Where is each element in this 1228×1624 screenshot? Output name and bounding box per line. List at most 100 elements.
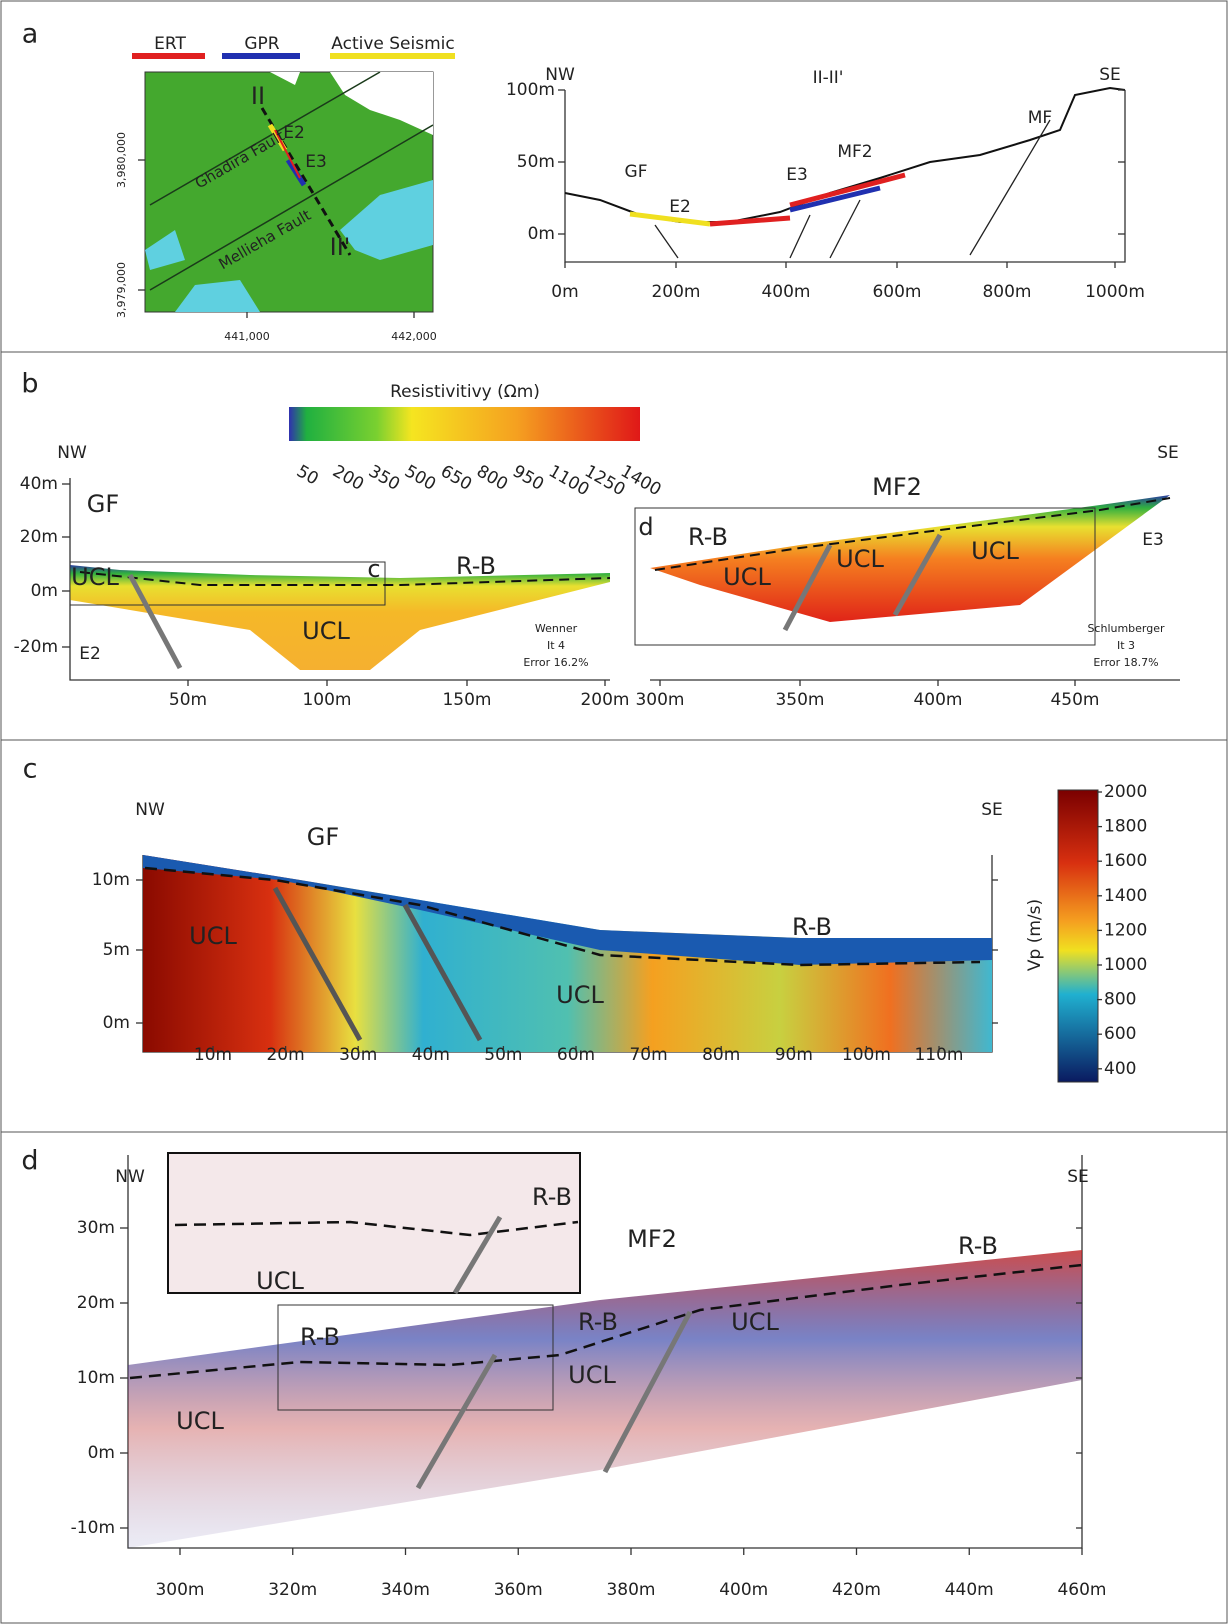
survey-line <box>629 211 711 227</box>
legend-label: ERT <box>154 34 186 54</box>
panel-label: b <box>21 369 38 400</box>
feature-label: E3 <box>786 165 808 185</box>
x-tick-label: 340m <box>381 1580 430 1600</box>
direction: NW <box>57 443 87 463</box>
feature-label: UCL <box>971 537 1019 565</box>
x-tick-label: 150m <box>442 690 491 710</box>
colorbar-tick: 400 <box>1104 1059 1136 1079</box>
x-tick-label: 300m <box>155 1580 204 1600</box>
y-tick-label: 10m <box>92 870 130 890</box>
feature-label: UCL <box>71 563 119 591</box>
x-tick-label: 10m <box>194 1045 232 1065</box>
y-tick-label: 5m <box>103 940 130 960</box>
x-tick-label: 450m <box>1050 690 1099 710</box>
y-tick-label: 20m <box>20 527 58 547</box>
axis <box>69 478 610 681</box>
x-tick-label: 400m <box>761 282 810 302</box>
x-tick-label: 460m <box>1057 1580 1106 1600</box>
x-tick-label: 442,000 <box>391 330 437 343</box>
colorbar-title: Vp (m/s) <box>1025 899 1045 971</box>
x-tick-label: 420m <box>832 1580 881 1600</box>
feature-label: R-B <box>958 1232 998 1260</box>
feature-label: E3 <box>1142 530 1164 550</box>
boundary <box>129 1220 1083 1380</box>
feature-label: R-B <box>532 1183 572 1211</box>
line-label: E3 <box>305 152 327 172</box>
inset-box <box>69 561 386 606</box>
y-tick-label: 3,980,000 <box>115 132 128 188</box>
y-tick-label: 10m <box>77 1368 115 1388</box>
feature-label: UCL <box>256 1267 304 1295</box>
seismic-section <box>128 1250 1082 1548</box>
line-label: E2 <box>283 123 305 143</box>
colorbar-tick: 500 <box>401 461 439 495</box>
x-tick-label: 0m <box>551 282 578 302</box>
colorbar-tick: 1000 <box>1104 955 1147 975</box>
x-tick-label: 200m <box>651 282 700 302</box>
colorbar-tick: 800 <box>473 461 511 495</box>
feature-label: d <box>638 513 653 541</box>
y-tick-label: 100m <box>506 80 555 100</box>
fault-lines <box>654 119 1051 259</box>
x-tick-label: 30m <box>339 1045 377 1065</box>
x-tick-label: 360m <box>494 1580 543 1600</box>
direction: SE <box>1157 443 1179 463</box>
colorbar-tick: 1800 <box>1104 817 1147 837</box>
feature-label: MF <box>1028 108 1052 128</box>
x-tick-label: 441,000 <box>224 330 270 343</box>
y-tick-label: 0m <box>31 581 58 601</box>
x-tick-label: 1000m <box>1085 282 1145 302</box>
axis <box>564 90 1126 263</box>
profile-title: II-II' <box>813 68 844 88</box>
x-tick-label: 60m <box>557 1045 595 1065</box>
survey-line <box>709 215 791 227</box>
feature-label: c <box>367 555 380 583</box>
fault-lines <box>127 533 943 670</box>
x-tick-label: 90m <box>775 1045 813 1065</box>
inversion-info: Error 16.2% <box>523 656 588 669</box>
y-tick-label: -10m <box>71 1518 115 1538</box>
feature-label: MF2 <box>627 1225 677 1253</box>
direction: SE <box>1099 65 1121 85</box>
direction: NW <box>545 65 575 85</box>
inversion-info: Wenner <box>535 622 578 635</box>
colorbar-tick: 600 <box>1104 1024 1136 1044</box>
feature-label: UCL <box>189 922 237 950</box>
boundary <box>144 866 981 967</box>
x-tick-label: 80m <box>702 1045 740 1065</box>
feature-label: UCL <box>723 563 771 591</box>
x-tick-label: 40m <box>412 1045 450 1065</box>
panel-label: d <box>21 1146 38 1177</box>
y-tick-label: 20m <box>77 1293 115 1313</box>
feature-label: R-B <box>456 552 496 580</box>
inset-box <box>634 507 1096 646</box>
x-tick-label: 600m <box>872 282 921 302</box>
inversion-info: It 4 <box>547 639 565 652</box>
direction: SE <box>1067 1167 1089 1187</box>
inversion-info: Error 18.7% <box>1093 656 1158 669</box>
feature-label: UCL <box>731 1308 779 1336</box>
feature-label: UCL <box>302 617 350 645</box>
y-tick-label: 3,979,000 <box>115 262 128 318</box>
panel-label: c <box>23 754 38 785</box>
inset-box <box>277 1304 554 1411</box>
x-tick-label: 380m <box>606 1580 655 1600</box>
x-tick-label: 100m <box>842 1045 891 1065</box>
feature-label: R-B <box>688 523 728 551</box>
x-tick-label: 440m <box>945 1580 994 1600</box>
panel-label: a <box>22 19 39 50</box>
feature-label: UCL <box>836 545 884 573</box>
y-tick-label: 30m <box>77 1218 115 1238</box>
x-tick-label: 20m <box>266 1045 304 1065</box>
inversion-info: It 3 <box>1117 639 1135 652</box>
x-tick-label: 400m <box>719 1580 768 1600</box>
feature-label: MF2 <box>837 142 872 162</box>
boundary <box>79 497 1171 586</box>
x-tick-label: 200m <box>580 690 629 710</box>
feature-label: E2 <box>669 197 691 217</box>
x-tick-label: 800m <box>982 282 1031 302</box>
feature-label: GF <box>87 490 119 518</box>
x-tick-label: 400m <box>913 690 962 710</box>
colorbar-title: Resistivitivy (Ωm) <box>390 382 540 402</box>
